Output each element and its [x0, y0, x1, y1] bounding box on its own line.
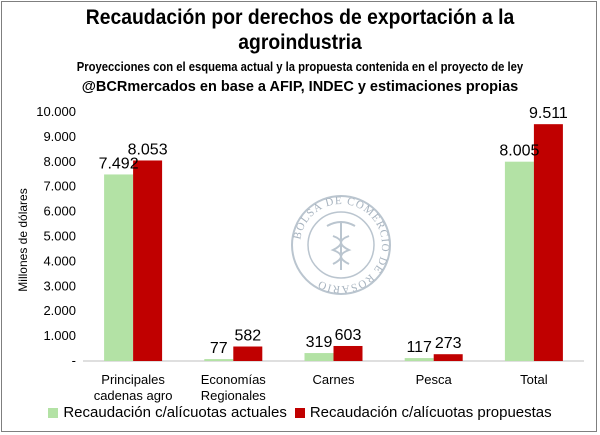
bar-actual [504, 161, 534, 361]
x-tick-label: cadenas agro [94, 388, 173, 403]
y-axis-label: Millones de dólares [16, 188, 30, 291]
chart-subtitle: Proyecciones con el esquema actual y la … [76, 60, 524, 74]
data-label: 8.053 [128, 141, 168, 158]
x-tick-label: Total [520, 372, 548, 387]
data-label: 319 [306, 334, 333, 351]
legend-item: Recaudación c/alícuotas actuales [48, 404, 287, 421]
legend-swatch [294, 407, 305, 418]
legend-swatch [48, 407, 59, 418]
x-tick-label: Carnes [313, 372, 355, 387]
data-label: 8.005 [499, 143, 539, 160]
chart-title: Recaudación por derechos de exportación … [85, 6, 515, 54]
bar-actual [104, 174, 134, 361]
data-label: 117 [406, 339, 432, 356]
legend: Recaudación c/alícuotas actuales Recaudac… [0, 404, 600, 421]
y-tick-label: 2.000 [43, 303, 76, 318]
data-label: 77 [210, 340, 228, 357]
data-label: 7.492 [99, 155, 139, 172]
bar-proposed [533, 124, 563, 361]
bar-proposed [433, 354, 463, 361]
bar-proposed [133, 160, 163, 361]
y-tick-label: 7.000 [43, 179, 76, 194]
data-label: 582 [234, 328, 261, 345]
bcr-seal-watermark: BOLSA DE COMERCIO DE ROSARIO [291, 195, 391, 295]
y-tick-label: 5.000 [43, 229, 76, 244]
y-tick-label: 1.000 [43, 328, 76, 343]
chart-source: @BCRmercados en base a AFIP, INDEC y est… [81, 79, 519, 95]
x-tick-label: Pesca [416, 372, 453, 387]
bar-actual [304, 353, 334, 361]
data-label: 9.511 [529, 105, 568, 122]
data-label: 603 [335, 327, 362, 344]
y-tick-label: 10.000 [36, 104, 76, 119]
legend-item: Recaudación c/alícuotas propuestas [294, 404, 552, 421]
y-tick-label: 6.000 [43, 204, 76, 219]
bar-actual [204, 359, 234, 361]
y-tick-label: 4.000 [43, 253, 76, 268]
y-tick-label: - [72, 353, 76, 368]
bar-actual [404, 358, 434, 361]
y-tick-label: 3.000 [43, 278, 76, 293]
legend-label: Recaudación c/alícuotas actuales [63, 404, 287, 421]
x-tick-label: Economías [201, 372, 267, 387]
legend-label: Recaudación c/alícuotas propuestas [309, 404, 552, 421]
caduceus-icon [326, 221, 356, 270]
x-tick-label: Principales [101, 372, 165, 387]
data-label: 273 [435, 335, 462, 352]
x-tick-label: Regionales [201, 388, 267, 403]
bar-proposed [233, 346, 263, 361]
y-tick-label: 9.000 [43, 129, 76, 144]
y-tick-label: 8.000 [43, 154, 76, 169]
bar-proposed [333, 345, 363, 361]
